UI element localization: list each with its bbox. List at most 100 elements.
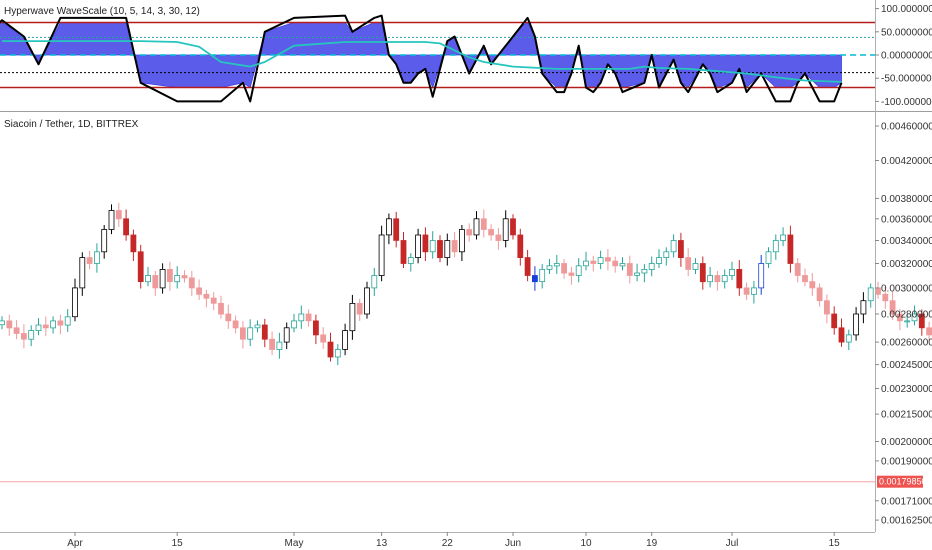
price-tick-label: 0.00340000 [881, 236, 932, 247]
candle-body [495, 234, 502, 241]
candle-body [626, 263, 633, 276]
indicator-title[interactable]: Hyperwave WaveScale (10, 5, 14, 3, 30, 1… [4, 6, 200, 17]
indicator-tick-label: 100.00000000 [881, 4, 932, 15]
candle-body [349, 302, 356, 332]
candle-body [787, 234, 794, 264]
candle-body [758, 263, 765, 289]
price-pane: Siacoin / Tether, 1D, BITTREX [0, 119, 932, 483]
price-tick-label: 0.00460000 [881, 122, 932, 133]
indicator-tick-label: 0.00000000 [881, 51, 932, 62]
price-tick-label: 0.00215000 [881, 410, 932, 421]
candle-body [619, 263, 626, 267]
candle-body [342, 330, 349, 350]
candle-body [159, 268, 166, 289]
candle-body [86, 257, 93, 264]
candle-body [765, 251, 772, 264]
price-tick-label: 0.00200000 [881, 437, 932, 448]
candle-body [291, 320, 297, 329]
candle-body [458, 229, 465, 253]
candle-body [276, 341, 283, 350]
candle-body [670, 240, 677, 253]
time-tick-label: 13 [376, 538, 388, 549]
candle-body [648, 263, 655, 270]
candle-body [663, 251, 670, 259]
candle-body [181, 275, 188, 279]
candle-body [0, 320, 5, 326]
candle-body [794, 263, 801, 276]
candle-body [634, 272, 640, 276]
price-tick-label: 0.00245000 [881, 360, 932, 371]
candle-body [473, 218, 480, 236]
price-title[interactable]: Siacoin / Tether, 1D, BITTREX [4, 119, 139, 130]
candle-body [597, 257, 604, 264]
candle-body [612, 260, 619, 267]
candle-body [130, 234, 137, 253]
candle-body [751, 287, 757, 295]
price-tick-label: 0.00190000 [881, 456, 932, 467]
candle-body [838, 327, 845, 343]
candle-body [692, 263, 699, 270]
candle-body [875, 287, 881, 295]
candle-body [108, 210, 115, 230]
candle-body [816, 287, 823, 302]
candle-body [583, 260, 589, 267]
candle-body [20, 333, 27, 340]
signal-line [2, 40, 842, 83]
candle-body [707, 275, 713, 283]
candle-body [254, 324, 261, 329]
price-tick-label: 0.00162500 [881, 516, 932, 527]
candle-body [699, 263, 706, 283]
last-price-label: 0.00179850 [879, 477, 927, 487]
candle-body [42, 324, 49, 329]
candle-body [736, 268, 743, 289]
candle-body [115, 210, 122, 220]
candle-body [283, 327, 290, 343]
candle-body [378, 234, 385, 276]
candle-body [444, 240, 451, 259]
price-axis[interactable]: 0.00460000 0.00420000 0.00380000 0.00360000… [875, 122, 932, 527]
price-tick-label: 0.00280000 [881, 310, 932, 321]
candle-body [729, 268, 735, 276]
candle-body [415, 234, 422, 259]
candle-body [853, 313, 859, 336]
price-tick-label: 0.00360000 [881, 214, 932, 225]
candle-body [196, 287, 203, 295]
candle-body [364, 287, 370, 315]
time-tick-label: Jul [726, 538, 739, 549]
candle-body [802, 275, 808, 283]
candle-body [218, 302, 224, 315]
price-tick-label: 0.00320000 [881, 259, 932, 270]
time-tick-label: 22 [442, 538, 454, 549]
candle-body [225, 313, 232, 322]
candle-body [656, 257, 662, 264]
time-axis[interactable]: Apr15May1322Jun1019Jul15Aug1221Sep1 [67, 532, 932, 549]
candle-body [28, 330, 35, 340]
candle-body [13, 327, 20, 334]
last-price-badge: 0.00179850 [877, 475, 927, 488]
price-tick-label: 0.00380000 [881, 194, 932, 205]
price-tick-label: 0.00171000 [881, 496, 932, 507]
candle-body [911, 313, 918, 322]
time-tick-label: May [285, 538, 304, 549]
candle-body [824, 300, 830, 315]
price-tick-label: 0.00420000 [881, 156, 932, 167]
indicator-price-axis[interactable]: 100.00000000 50.00000000 0.00000000 -50.000… [875, 4, 932, 108]
candlestick-series [0, 202, 932, 365]
candle-body [678, 240, 684, 259]
candle-body [918, 313, 925, 329]
candle-body [261, 324, 268, 340]
time-tick-label: 15 [829, 538, 841, 549]
indicator-tick-label: -50.00000000 [881, 74, 932, 85]
candle-body [64, 316, 71, 326]
candle-body [488, 229, 495, 236]
candle-body [590, 260, 597, 264]
time-tick-label: Jun [505, 538, 521, 549]
candle-body [145, 275, 151, 283]
wavescale-line [0, 14, 843, 103]
candle-body [714, 275, 721, 283]
candle-body [247, 327, 254, 340]
price-tick-label: 0.00260000 [881, 338, 932, 349]
candle-body [188, 277, 195, 289]
candle-body [561, 263, 567, 274]
price-tick-label: 0.00230000 [881, 384, 932, 395]
